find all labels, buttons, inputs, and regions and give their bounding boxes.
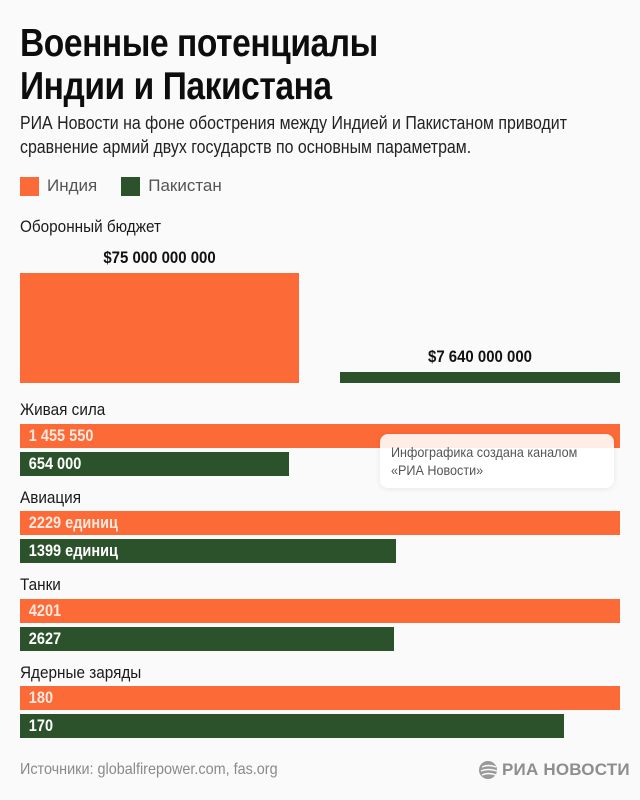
budget-bar-pakistan xyxy=(340,372,620,383)
legend-item-pakistan: Пакистан xyxy=(121,176,222,196)
title-line-2: Индии и Пакистана xyxy=(20,65,332,108)
ria-logo: РИА НОВОСТИ xyxy=(478,760,630,780)
manpower-value-india: 1 455 550 xyxy=(28,426,94,445)
category-label-aviation: Авиация xyxy=(20,488,81,507)
category-label-budget: Оборонный бюджет xyxy=(20,217,161,236)
subtitle-line-1: РИА Новости на фоне обострения между Инд… xyxy=(20,112,567,133)
category-label-tanks: Танки xyxy=(20,575,61,594)
subtitle-line-2: сравнение армий двух государств по основ… xyxy=(20,136,472,157)
tanks-value-india: 4201 xyxy=(28,601,62,620)
pakistan-swatch-icon xyxy=(121,176,141,196)
legend-label-pakistan: Пакистан xyxy=(148,176,222,195)
manpower-bar-pakistan: 654 000 xyxy=(20,452,289,476)
legend-item-india: Индия xyxy=(20,176,97,196)
title-line-1: Военные потенциалы xyxy=(20,22,378,65)
logo-text: РИА НОВОСТИ xyxy=(502,760,630,779)
nuclear-bar-pakistan: 170 xyxy=(20,714,564,738)
ria-globe-icon xyxy=(479,761,498,779)
budget-value-pakistan: $7 640 000 000 xyxy=(427,347,532,366)
page-title: Военные потенциалы Индии и Пакистана xyxy=(20,22,378,108)
legend-label-india: Индия xyxy=(47,176,98,195)
aviation-bar-pakistan: 1399 единиц xyxy=(20,539,396,563)
sources-text: Источники: globalfirepower.com, fas.org xyxy=(20,761,278,778)
category-label-manpower: Живая сила xyxy=(20,400,106,419)
tanks-bar-india: 4201 xyxy=(20,599,620,623)
tooltip-line-2: «РИА Новости» xyxy=(391,462,484,478)
nuclear-value-india: 180 xyxy=(28,688,54,707)
aviation-value-pakistan: 1399 единиц xyxy=(28,541,118,560)
attribution-tooltip: Инфографика создана каналом «РИА Новости… xyxy=(380,434,614,488)
category-label-nuclear: Ядерные заряды xyxy=(20,663,142,682)
budget-value-india: $75 000 000 000 xyxy=(103,248,216,267)
tooltip-line-1: Инфографика создана каналом xyxy=(391,444,578,460)
budget-bar-india xyxy=(20,273,299,383)
legend: Индия Пакистан xyxy=(20,176,246,196)
tanks-value-pakistan: 2627 xyxy=(28,629,62,648)
india-swatch-icon xyxy=(20,176,39,196)
manpower-value-pakistan: 654 000 xyxy=(28,454,82,473)
aviation-value-india: 2229 единиц xyxy=(28,513,118,532)
aviation-bar-india: 2229 единиц xyxy=(20,511,620,535)
nuclear-value-pakistan: 170 xyxy=(28,716,54,735)
nuclear-bar-india: 180 xyxy=(20,686,620,710)
subtitle: РИА Новости на фоне обострения между Инд… xyxy=(20,111,567,159)
tanks-bar-pakistan: 2627 xyxy=(20,627,394,651)
